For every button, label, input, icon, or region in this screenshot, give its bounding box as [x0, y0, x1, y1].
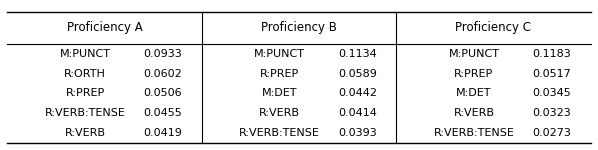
- Text: 0.0602: 0.0602: [144, 69, 182, 79]
- Text: 0.0517: 0.0517: [532, 69, 571, 79]
- Text: R:PREP: R:PREP: [454, 69, 493, 79]
- Text: 0.0414: 0.0414: [338, 108, 377, 118]
- Text: M:PUNCT: M:PUNCT: [448, 49, 499, 59]
- Text: 0.0933: 0.0933: [144, 49, 182, 59]
- Text: Proficiency B: Proficiency B: [261, 21, 337, 34]
- Text: 0.0323: 0.0323: [532, 108, 571, 118]
- Text: M:PUNCT: M:PUNCT: [60, 49, 111, 59]
- Text: 0.1183: 0.1183: [532, 49, 571, 59]
- Text: R:VERB:TENSE: R:VERB:TENSE: [45, 108, 126, 118]
- Text: R:VERB:TENSE: R:VERB:TENSE: [239, 128, 320, 138]
- Text: 0.0273: 0.0273: [532, 128, 571, 138]
- Text: R:VERB: R:VERB: [65, 128, 106, 138]
- Text: 0.1134: 0.1134: [338, 49, 377, 59]
- Text: R:VERB:TENSE: R:VERB:TENSE: [434, 128, 514, 138]
- Text: 0.0455: 0.0455: [144, 108, 182, 118]
- Text: R:PREP: R:PREP: [260, 69, 299, 79]
- Text: Proficiency A: Proficiency A: [67, 21, 142, 34]
- Text: R:PREP: R:PREP: [66, 88, 105, 98]
- Text: 0.0419: 0.0419: [144, 128, 182, 138]
- Text: R:ORTH: R:ORTH: [64, 69, 106, 79]
- Text: M:PUNCT: M:PUNCT: [254, 49, 305, 59]
- Text: M:DET: M:DET: [456, 88, 492, 98]
- Text: 0.0345: 0.0345: [532, 88, 571, 98]
- Text: 0.0506: 0.0506: [144, 88, 182, 98]
- Text: R:VERB: R:VERB: [259, 108, 300, 118]
- Text: M:DET: M:DET: [262, 88, 297, 98]
- Text: Proficiency C: Proficiency C: [456, 21, 532, 34]
- Text: 0.0442: 0.0442: [338, 88, 377, 98]
- Text: 0.0589: 0.0589: [338, 69, 377, 79]
- Text: 0.0393: 0.0393: [338, 128, 377, 138]
- Text: R:VERB: R:VERB: [453, 108, 495, 118]
